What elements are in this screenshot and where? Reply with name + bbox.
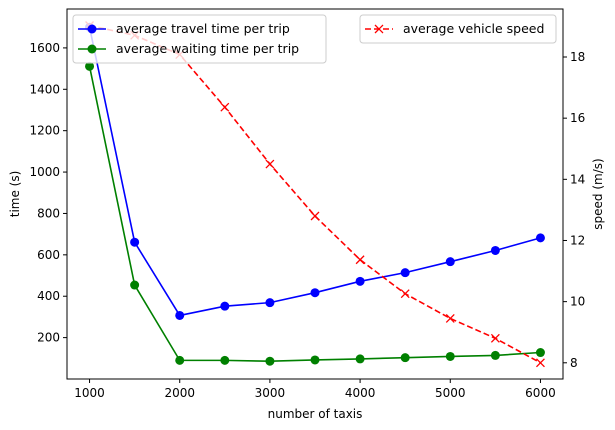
data-point — [355, 276, 365, 286]
data-point — [265, 159, 275, 169]
data-point — [355, 255, 365, 265]
plot-frame — [66, 8, 564, 380]
data-point — [130, 280, 140, 290]
y-left-tick-label: 1600 — [29, 41, 60, 55]
legend-marker — [87, 24, 97, 34]
data-point — [490, 245, 500, 255]
data-point — [400, 268, 410, 278]
x-tick-label: 6000 — [525, 386, 556, 400]
data-point — [445, 313, 455, 323]
data-point — [310, 288, 320, 298]
data-point — [490, 333, 500, 343]
data-point — [355, 354, 365, 364]
legend: average vehicle speed — [359, 14, 557, 44]
data-point — [265, 298, 275, 308]
legend-marker — [374, 24, 384, 34]
x-axis-label: number of taxis — [268, 407, 363, 421]
data-point — [130, 237, 140, 247]
x-tick-label: 5000 — [435, 386, 466, 400]
legend-label: average travel time per trip — [116, 21, 290, 36]
y-left-tick-label: 400 — [37, 289, 60, 303]
data-point — [445, 257, 455, 267]
y-axis-right-label: speed (m/s) — [591, 158, 605, 229]
data-point — [310, 355, 320, 365]
data-point — [175, 355, 185, 365]
data-point — [535, 348, 545, 358]
y-left-tick-label: 1400 — [29, 82, 60, 96]
data-point — [220, 301, 230, 311]
data-point — [535, 233, 545, 243]
y-right-tick-label: 10 — [570, 295, 585, 309]
y-right-tick-label: 16 — [570, 111, 585, 125]
y-left-tick-label: 200 — [37, 331, 60, 345]
data-point — [445, 351, 455, 361]
data-point — [265, 356, 275, 366]
y-right-tick-label: 18 — [570, 50, 585, 64]
y-right-tick-label: 14 — [570, 172, 585, 186]
x-tick-label: 3000 — [255, 386, 286, 400]
x-tick-label: 2000 — [164, 386, 195, 400]
y-left-tick-label: 800 — [37, 206, 60, 220]
data-point — [490, 350, 500, 360]
y-left-tick-label: 1000 — [29, 165, 60, 179]
legend-frame — [359, 14, 557, 44]
y-left-tick-label: 600 — [37, 248, 60, 262]
data-point — [400, 289, 410, 299]
x-tick-label: 1000 — [74, 386, 105, 400]
series-average-travel-time-per-trip — [85, 22, 545, 320]
legend-marker — [87, 44, 97, 54]
series-average-waiting-time-per-trip — [85, 61, 545, 366]
series-line — [89, 24, 541, 364]
y-left-tick-label: 1200 — [29, 124, 60, 138]
data-point — [220, 355, 230, 365]
series-line — [88, 27, 541, 317]
legend-label: average vehicle speed — [403, 21, 544, 36]
data-point — [400, 353, 410, 363]
legend-frame — [72, 14, 327, 64]
data-point — [535, 358, 545, 368]
data-point — [85, 61, 95, 71]
x-tick-label: 4000 — [345, 386, 376, 400]
y-right-tick-label: 8 — [570, 356, 578, 370]
data-point — [310, 211, 320, 221]
data-point — [220, 102, 230, 112]
legend: average travel time per trip average wait… — [72, 14, 327, 64]
legend-label: average waiting time per trip — [116, 41, 299, 56]
series-average-vehicle-speed — [85, 21, 545, 368]
y-axis-left-label: time (s) — [8, 171, 22, 218]
series-line — [88, 66, 541, 363]
data-point — [175, 310, 185, 320]
y-right-tick-label: 12 — [570, 233, 585, 247]
